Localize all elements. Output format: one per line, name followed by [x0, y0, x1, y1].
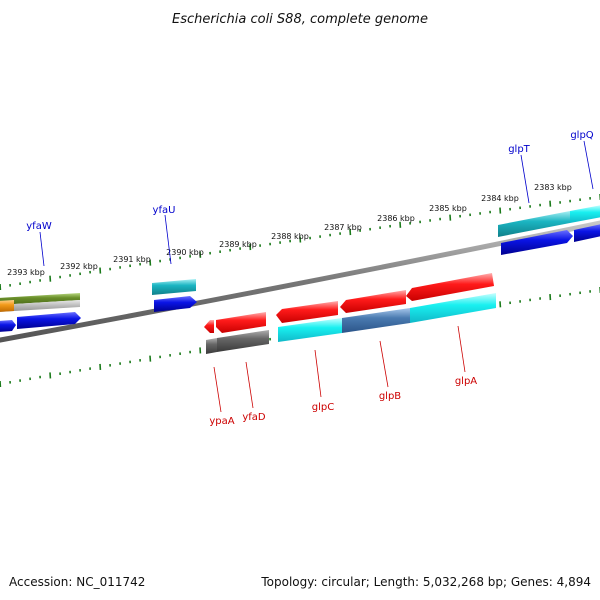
gene-label-glpB: glpB [379, 391, 401, 402]
gene-label-glpQ: glpQ [570, 130, 593, 141]
gene-label-yfaU: yfaU [153, 205, 176, 216]
scale-label: 2388 kbp [271, 232, 309, 241]
cds-feature [278, 318, 342, 342]
cds-arrow [574, 224, 600, 242]
scale-label: 2383 kbp [534, 183, 572, 192]
leader-line [213, 366, 222, 413]
map-title: Escherichia coli S88, complete genome [172, 12, 428, 27]
gene-label-ypaA: ypaA [209, 416, 234, 427]
cds-arrow [17, 312, 81, 329]
cds-arrow [154, 296, 197, 312]
leader-line [164, 214, 172, 265]
scale-label: 2386 kbp [377, 214, 415, 223]
leader-line [314, 349, 322, 398]
leader-line [520, 154, 530, 204]
scale-label: 2389 kbp [219, 240, 257, 249]
leader-line [583, 140, 594, 190]
cds-arrow [340, 290, 406, 313]
cds-feature [342, 308, 410, 333]
leader-line [457, 325, 466, 373]
gene-label-glpT: glpT [508, 144, 530, 155]
gene-labels: yfaW yfaU glpT glpQ ypaA yfaD glpC glpB … [26, 130, 594, 427]
cds-feature [570, 205, 600, 223]
forward-strand-features [0, 205, 600, 332]
scale-label: 2384 kbp [481, 194, 519, 203]
cds-arrow [501, 230, 573, 255]
gene-label-glpC: glpC [312, 402, 334, 413]
gene-label-glpA: glpA [455, 376, 477, 387]
cds-arrow [276, 301, 338, 323]
scale-labels: 2393 kbp 2392 kbp 2391 kbp 2390 kbp 2389… [7, 183, 572, 277]
cds-feature [410, 293, 496, 323]
scale-label: 2391 kbp [113, 255, 151, 264]
cds-arrow [216, 312, 266, 333]
cds-feature [152, 279, 196, 295]
scale-tick-track [0, 194, 600, 291]
cds-feature [498, 211, 570, 237]
reverse-strand-features [204, 273, 496, 354]
leader-line [379, 340, 389, 388]
scale-label: 2393 kbp [7, 268, 45, 277]
genome-stats-text: Topology: circular; Length: 5,032,268 bp… [260, 575, 591, 589]
accession-text: Accession: NC_011742 [9, 575, 145, 589]
cds-feature [0, 293, 80, 305]
cds-arrow [406, 273, 494, 301]
leader-line [245, 361, 254, 409]
cds-feature [0, 300, 14, 312]
gene-label-yfaD: yfaD [242, 412, 266, 423]
label-leaders [39, 140, 594, 413]
cds-arrow [0, 320, 16, 332]
scale-label: 2392 kbp [60, 262, 98, 271]
scale-label: 2387 kbp [324, 223, 362, 232]
cds-feature [217, 330, 269, 352]
cds-feature [206, 338, 217, 354]
scale-label: 2390 kbp [166, 248, 204, 257]
gene-label-yfaW: yfaW [26, 221, 52, 232]
leader-line [39, 231, 45, 267]
cds-arrow [204, 320, 214, 333]
cds-feature [0, 300, 80, 312]
scale-label: 2385 kbp [429, 204, 467, 213]
